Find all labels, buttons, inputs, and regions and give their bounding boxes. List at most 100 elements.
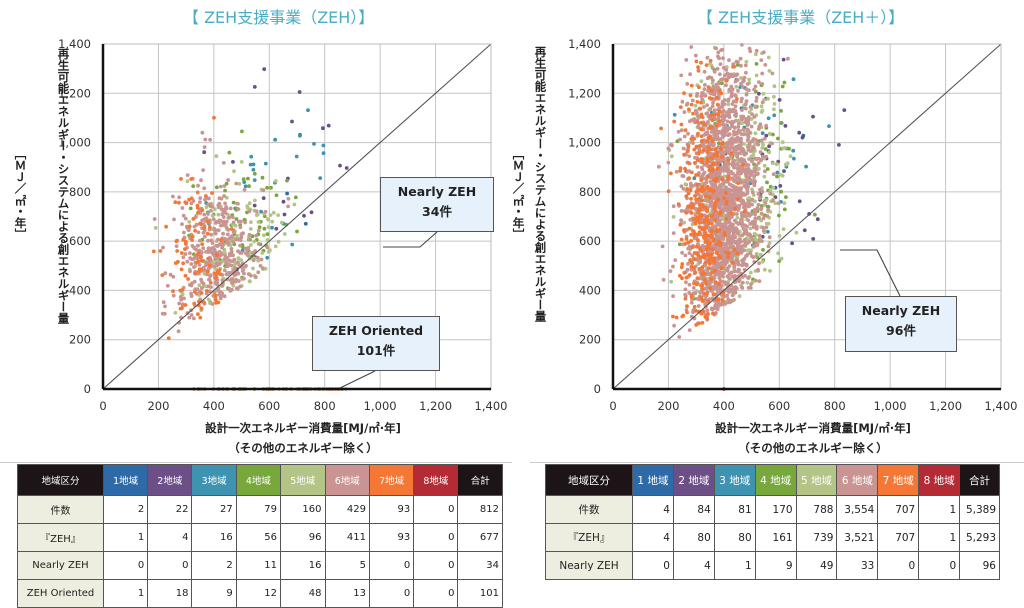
data-point-6地域 — [699, 270, 703, 275]
data-point-5地域 — [785, 161, 790, 166]
table-cell: 4 — [147, 523, 193, 552]
y-tick-label: 800 — [579, 185, 601, 199]
data-point-6地域 — [739, 139, 743, 144]
data-point-6地域 — [714, 256, 719, 261]
data-point-6地域 — [716, 179, 721, 184]
data-point-6地域 — [705, 301, 710, 306]
data-point-2地域 — [837, 143, 841, 147]
data-point-5地域 — [762, 230, 767, 235]
data-point-6地域 — [717, 200, 722, 205]
data-point-6地域 — [208, 137, 213, 142]
data-point-6地域 — [231, 280, 235, 285]
data-point-6地域 — [727, 107, 732, 112]
data-point-6地域 — [730, 245, 734, 250]
data-point-2地域 — [281, 199, 286, 204]
data-point-4地域 — [724, 189, 729, 194]
data-point-6地域 — [743, 237, 747, 242]
data-point-7地域 — [685, 310, 689, 315]
data-point-3地域 — [248, 162, 253, 167]
data-point-4地域 — [240, 129, 244, 134]
data-point-5地域 — [741, 232, 746, 237]
data-point-6地域 — [740, 286, 745, 290]
data-point-6地域 — [715, 177, 720, 182]
data-point-6地域 — [735, 197, 740, 202]
data-point-3地域 — [750, 243, 755, 248]
data-point-5地域 — [726, 204, 731, 208]
data-point-6地域 — [740, 233, 745, 238]
data-point-2地域 — [811, 237, 816, 241]
data-point-5地域 — [717, 232, 721, 237]
data-point-7地域 — [174, 239, 179, 244]
data-point-4地域 — [728, 300, 733, 304]
data-point-6地域 — [711, 179, 716, 183]
data-point-6地域 — [724, 125, 729, 130]
data-point-4地域 — [730, 155, 734, 159]
data-point-5地域 — [723, 260, 728, 265]
data-point-6地域 — [729, 215, 734, 219]
data-point-6地域 — [254, 209, 259, 214]
data-point-6地域 — [700, 219, 705, 223]
data-point-6地域 — [739, 250, 744, 254]
data-point-6地域 — [731, 171, 735, 176]
data-point-5地域 — [753, 269, 758, 273]
row-label: Nearly ZEH — [17, 551, 104, 580]
data-point-7地域 — [718, 255, 723, 259]
data-point-6地域 — [709, 200, 714, 205]
data-point-6地域 — [703, 123, 708, 128]
table-cell: 96 — [959, 551, 1000, 580]
data-point-7地域 — [694, 219, 699, 223]
data-point-5地域 — [758, 236, 762, 240]
x-tick-label: 1,200 — [929, 399, 962, 413]
data-point-5地域 — [731, 179, 736, 183]
data-point-6地域 — [677, 203, 681, 208]
data-point-6地域 — [697, 244, 701, 249]
data-point-6地域 — [745, 180, 750, 185]
data-point-6地域 — [754, 224, 759, 229]
data-point-6地域 — [688, 181, 693, 186]
data-point-6地域 — [187, 315, 192, 320]
data-point-6地域 — [698, 270, 703, 275]
data-point-6地域 — [710, 267, 715, 271]
data-point-5地域 — [737, 158, 742, 163]
data-point-6地域 — [722, 208, 727, 213]
data-point-6地域 — [253, 275, 258, 279]
data-point-4地域 — [784, 195, 788, 200]
data-point-6地域 — [682, 110, 687, 114]
data-point-5地域 — [271, 210, 276, 215]
data-point-5地域 — [711, 260, 716, 264]
data-point-2地域 — [760, 234, 765, 239]
data-point-6地域 — [745, 133, 750, 137]
data-point-7地域 — [724, 250, 729, 255]
data-point-5地域 — [732, 267, 737, 272]
data-point-6地域 — [209, 232, 214, 237]
data-point-7地域 — [689, 83, 694, 88]
data-point-6地域 — [730, 223, 735, 228]
data-point-6地域 — [731, 158, 736, 163]
data-point-6地域 — [713, 282, 718, 286]
data-point-5地域 — [735, 227, 739, 232]
data-point-2地域 — [776, 159, 781, 164]
data-point-6地域 — [724, 288, 729, 293]
data-point-6地域 — [735, 239, 740, 244]
data-point-6地域 — [716, 297, 721, 302]
data-point-6地域 — [714, 46, 719, 51]
data-point-3地域 — [721, 152, 725, 156]
data-point-5地域 — [740, 221, 744, 225]
data-point-6地域 — [733, 104, 738, 109]
data-point-5地域 — [734, 84, 739, 89]
data-point-6地域 — [718, 279, 723, 283]
data-point-6地域 — [660, 244, 665, 249]
data-point-7地域 — [705, 219, 710, 224]
data-point-7地域 — [709, 221, 714, 226]
data-point-6地域 — [730, 239, 734, 244]
data-point-5地域 — [764, 198, 769, 203]
y-tick-label: 1,400 — [568, 37, 601, 51]
data-point-5地域 — [712, 297, 716, 301]
header-region-1: 1地域 — [102, 464, 149, 496]
data-point-6地域 — [710, 190, 715, 194]
data-point-6地域 — [718, 227, 723, 232]
data-point-7地域 — [695, 276, 700, 281]
data-point-5地域 — [745, 280, 750, 285]
data-point-7地域 — [694, 144, 699, 149]
data-point-5地域 — [724, 300, 729, 305]
